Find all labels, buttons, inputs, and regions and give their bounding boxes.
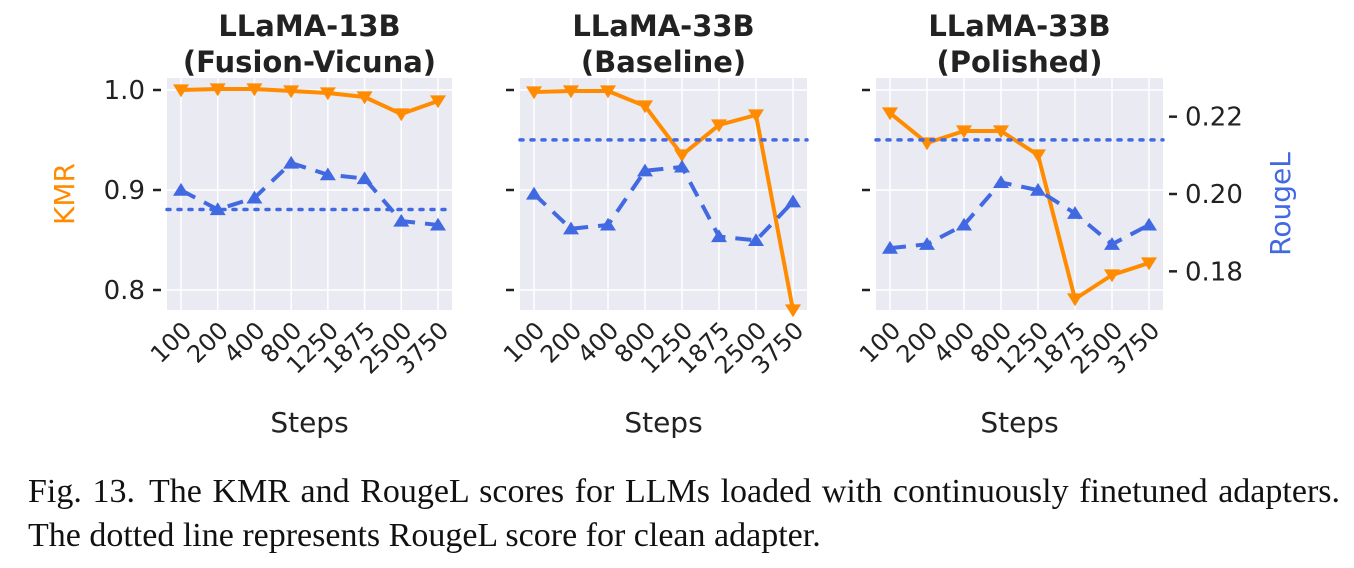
caption-label: Fig. 13. xyxy=(28,473,135,510)
kmr-data-point xyxy=(748,109,764,123)
rougel-data-point xyxy=(1141,217,1157,231)
kmr-data-point xyxy=(1141,257,1157,271)
y-tick-label-left: 0.8 xyxy=(104,276,145,306)
plot-background xyxy=(520,78,807,310)
rougel-data-point xyxy=(283,155,300,169)
kmr-data-point xyxy=(430,95,446,109)
kmr-data-point xyxy=(600,85,616,99)
kmr-data-point xyxy=(393,108,410,122)
rougel-data-point xyxy=(637,163,653,177)
plot-background xyxy=(876,78,1163,310)
chart-title-line-1: LLaMA-13B xyxy=(218,9,400,43)
rougel-data-point xyxy=(209,202,226,216)
rougel-data-point xyxy=(319,167,336,181)
kmr-data-point xyxy=(674,149,690,163)
kmr-data-point xyxy=(956,125,972,139)
rougel-data-point xyxy=(748,233,764,246)
rougel-data-point xyxy=(993,175,1009,188)
rougel-series-line xyxy=(532,164,795,243)
chart-title-line-1: LLaMA-33B xyxy=(928,9,1110,43)
chart-title-line-2: (Polished) xyxy=(937,45,1103,79)
kmr-data-point xyxy=(882,107,898,121)
figure-caption: Fig. 13. The KMR and RougeL scores for LL… xyxy=(28,470,1340,558)
chart-panel-1: LLaMA-13B(Fusion-Vicuna)1.00.90.8KMR1002… xyxy=(48,9,454,439)
y-tick-label-right: 0.22 xyxy=(1185,103,1243,133)
rougel-data-point xyxy=(919,237,935,250)
kmr-data-point xyxy=(785,304,801,318)
kmr-data-point xyxy=(711,119,727,133)
rougel-data-point xyxy=(711,229,727,243)
x-axis-label: Steps xyxy=(624,406,702,439)
y-tick-label-right: 0.18 xyxy=(1185,257,1243,287)
rougel-data-point xyxy=(393,213,410,227)
rougel-data-point xyxy=(882,240,898,254)
plot-background xyxy=(167,78,452,310)
kmr-data-point xyxy=(283,85,300,99)
y-tick-label-right: 0.20 xyxy=(1185,180,1243,210)
rougel-data-point xyxy=(1104,237,1120,250)
kmr-data-point xyxy=(356,91,373,105)
kmr-data-point xyxy=(526,86,542,100)
chart-title-line-2: (Baseline) xyxy=(581,45,746,79)
kmr-data-point xyxy=(246,83,263,97)
chart-panel-2: LLaMA-33B(Baseline)100200400800125018752… xyxy=(498,9,809,439)
rougel-data-point xyxy=(956,217,972,231)
chart-title-line-1: LLaMA-33B xyxy=(572,9,754,43)
y-tick-label-left: 0.9 xyxy=(104,176,145,206)
rougel-data-point xyxy=(600,217,616,231)
rougel-data-point xyxy=(1067,206,1083,219)
kmr-data-point xyxy=(209,83,226,97)
rougel-data-point xyxy=(246,190,263,204)
y-tick-label-left: 1.0 xyxy=(104,76,145,106)
rougel-data-point xyxy=(563,221,579,235)
rougel-data-point xyxy=(526,186,542,200)
x-axis-label: Steps xyxy=(270,406,348,439)
rougel-data-point xyxy=(1030,182,1046,196)
kmr-data-point xyxy=(1030,149,1046,163)
kmr-data-point xyxy=(563,85,579,99)
chart-title-line-2: (Fusion-Vicuna) xyxy=(183,45,436,79)
kmr-data-point xyxy=(637,100,653,114)
kmr-data-point xyxy=(993,125,1009,139)
y-axis-label-right: RougeL xyxy=(1264,152,1297,256)
caption-text: The KMR and RougeL scores for LLMs loade… xyxy=(28,473,1340,554)
rougel-data-point xyxy=(430,217,446,231)
kmr-data-point xyxy=(1104,269,1120,283)
x-axis-label: Steps xyxy=(980,406,1058,439)
y-axis-label-left: KMR xyxy=(48,163,81,225)
chart-panel-3: LLaMA-33B(Polished)0.220.200.18RougeL100… xyxy=(854,9,1297,439)
rougel-data-point xyxy=(785,194,801,208)
rougel-data-point xyxy=(674,159,690,173)
kmr-data-point xyxy=(173,84,189,98)
kmr-data-point xyxy=(1067,293,1083,307)
kmr-data-point xyxy=(319,87,336,101)
rougel-data-point xyxy=(356,171,373,185)
kmr-series-line xyxy=(533,89,795,311)
rougel-data-point xyxy=(173,182,189,196)
figure: LLaMA-13B(Fusion-Vicuna)1.00.90.8KMR1002… xyxy=(48,9,1297,439)
